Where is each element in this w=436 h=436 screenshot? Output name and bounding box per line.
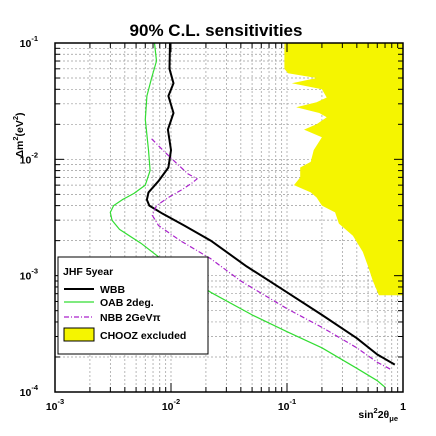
legend-label-chooz: CHOOZ excluded bbox=[100, 330, 186, 342]
y-tick-label: 10-3 bbox=[20, 267, 38, 283]
y-tick-label: 10-4 bbox=[20, 383, 39, 399]
x-tick-label: 10-2 bbox=[162, 397, 180, 413]
legend-label-oab: OAB 2deg. bbox=[100, 297, 154, 309]
series-region-chooz bbox=[284, 43, 403, 296]
y-tick-label: 10-2 bbox=[20, 150, 38, 166]
series-lines bbox=[109, 43, 396, 388]
x-axis-label: sin22θμe bbox=[358, 406, 398, 423]
legend: JHF 5year WBB OAB 2deg. NBB 2GeVπ CHOOZ … bbox=[57, 256, 209, 355]
series-line-nbb bbox=[151, 138, 393, 371]
x-tick-label: 1 bbox=[400, 401, 406, 413]
legend-header: JHF 5year bbox=[63, 266, 113, 278]
y-tick-label: 10-1 bbox=[20, 34, 38, 50]
plot-frame bbox=[54, 42, 404, 393]
legend-label-wbb: WBB bbox=[100, 284, 125, 296]
y-axis-label: Δm2(eV2) bbox=[11, 112, 26, 157]
filled-regions bbox=[284, 43, 403, 296]
chart-title: 90% C.L. sensitivities bbox=[130, 21, 303, 40]
series-line-wbb bbox=[145, 43, 396, 366]
legend-swatch-chooz bbox=[63, 327, 95, 342]
legend-label-nbb: NBB 2GeVπ bbox=[100, 312, 161, 324]
x-tick-label: 10-3 bbox=[46, 397, 64, 413]
x-tick-label: 10-1 bbox=[278, 397, 296, 413]
tick-labels: 10-3 10-2 10-1 1 10-4 10-3 10-2 10-1 bbox=[20, 34, 406, 413]
series-line-oab bbox=[109, 43, 386, 388]
